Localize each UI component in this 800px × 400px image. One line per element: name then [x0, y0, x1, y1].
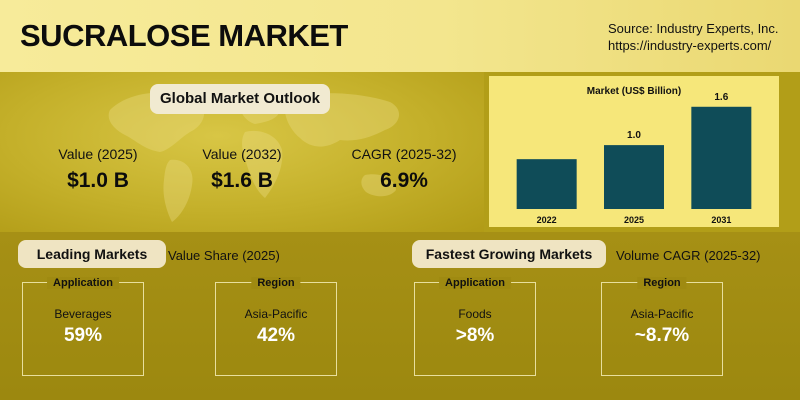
card-value: 59% [63, 325, 103, 346]
card-heading: Region [251, 277, 301, 289]
page-title: SUCRALOSE MARKET [20, 18, 348, 53]
card-heading: Application [47, 277, 119, 289]
card-value: >8% [455, 325, 495, 346]
card-label: Asia-Pacific [244, 307, 308, 321]
kpi-cagr: CAGR (2025-32) 6.9% [344, 146, 464, 193]
data-label-2031: 1.6 [714, 92, 728, 103]
markets-section: Leading Markets Value Share (2025) Faste… [0, 232, 800, 400]
leading-application-card: Application Beverages 59% [22, 277, 144, 376]
card-value: ~8.7% [634, 325, 690, 346]
leading-markets-subheading: Value Share (2025) [168, 248, 280, 263]
kpi-label: Value (2032) [202, 146, 282, 162]
kpi-value-2032: Value (2032) $1.6 B [182, 146, 302, 193]
card-heading: Application [439, 277, 511, 289]
kpi-label: CAGR (2025-32) [351, 146, 457, 162]
header: SUCRALOSE MARKET Source: Industry Expert… [0, 0, 800, 72]
fastest-markets-subheading: Volume CAGR (2025-32) [616, 248, 761, 263]
card-label: Foods [458, 307, 492, 321]
fastest-region-card: Region Asia-Pacific ~8.7% [601, 277, 723, 376]
source-url: https://industry-experts.com/ [608, 38, 772, 53]
source-name: Source: Industry Experts, Inc. [608, 21, 779, 36]
outlook-heading: Global Market Outlook [150, 84, 330, 114]
card-label: Beverages [54, 307, 112, 321]
leading-region-card: Region Asia-Pacific 42% [215, 277, 337, 376]
global-outlook-section: Global Market Outlook Value (2025) $1.0 … [0, 72, 484, 232]
leading-markets-heading: Leading Markets [18, 240, 166, 268]
x-tick-2031: 2031 [711, 215, 731, 225]
fastest-markets-heading: Fastest Growing Markets [412, 240, 606, 268]
card-heading: Region [637, 277, 687, 289]
x-tick-2022: 2022 [537, 215, 557, 225]
chart-title: Market (US$ Billion) [586, 86, 682, 97]
bar-2031 [691, 106, 752, 209]
x-tick-2025: 2025 [624, 215, 644, 225]
kpi-value: $1.6 B [211, 169, 273, 192]
kpi-label: Value (2025) [58, 146, 138, 162]
bar-2025 [604, 145, 664, 209]
data-label-2025: 1.0 [627, 130, 641, 141]
kpi-value-2025: Value (2025) $1.0 B [38, 146, 158, 193]
card-label: Asia-Pacific [630, 307, 694, 321]
market-chart: Market (US$ Billion) 2022 1.0 2025 1.6 2031 [489, 76, 779, 227]
fastest-application-card: Application Foods >8% [414, 277, 536, 376]
bar-chart-svg: 2022 1.0 2025 1.6 2031 [516, 92, 752, 225]
bar-2022 [516, 159, 577, 209]
source-note: Source: Industry Experts, Inc. https://i… [608, 20, 786, 54]
card-value: 42% [256, 325, 296, 346]
chart-panel: Market (US$ Billion) 2022 1.0 2025 1.6 2031 [484, 72, 800, 232]
kpi-value: 6.9% [380, 169, 428, 192]
kpi-value: $1.0 B [67, 169, 129, 192]
